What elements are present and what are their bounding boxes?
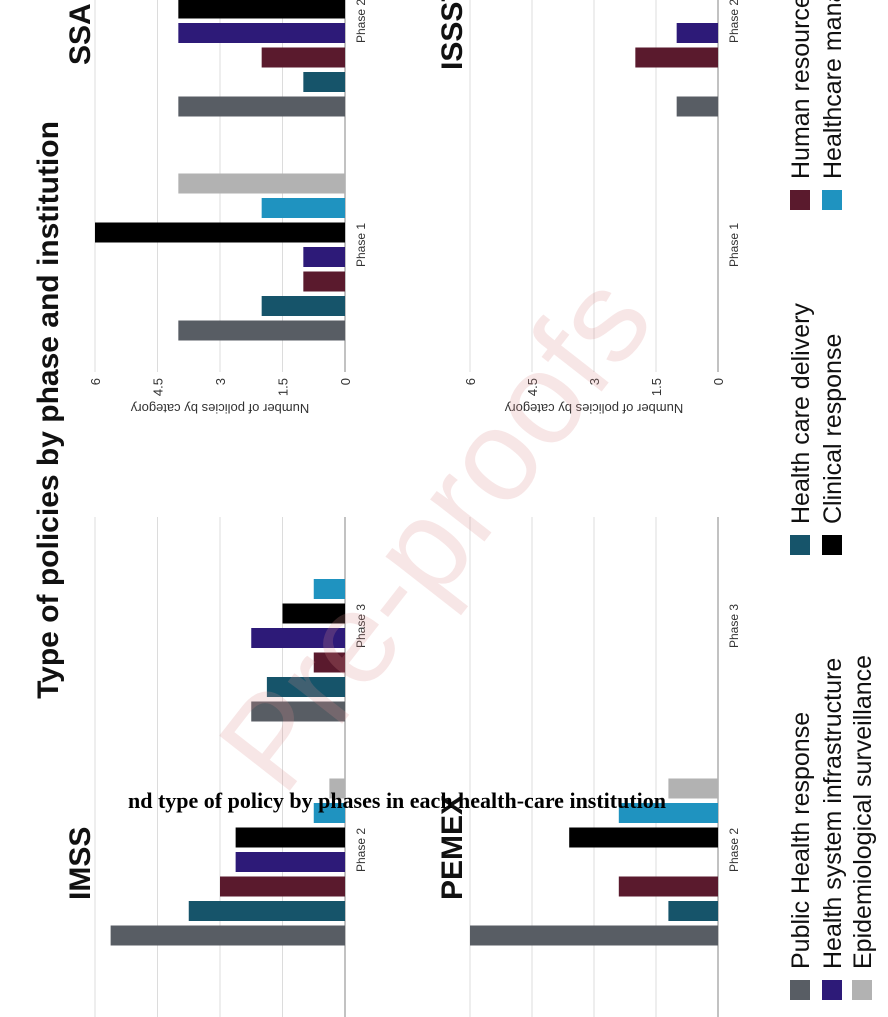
bar: [266, 677, 345, 697]
bar: [313, 652, 345, 673]
bar: [282, 603, 345, 624]
legend-label: Epidemiological surveillance: [849, 655, 877, 969]
legend-label: Health system infrastructure: [819, 658, 847, 969]
y-tick-label: 4.5: [525, 378, 540, 396]
figure-title: Type of policies by phase and institutio…: [32, 121, 65, 699]
bar: [220, 876, 345, 897]
bar: [178, 173, 345, 194]
x-tick-label: Phase 3: [354, 604, 368, 648]
x-tick-label: Phase 1: [354, 223, 368, 267]
bar: [178, 320, 345, 341]
legend-swatch: [790, 535, 810, 555]
bar: [313, 803, 345, 823]
y-tick-label: 3: [587, 378, 602, 385]
y-tick-label: 4.5: [151, 378, 166, 396]
bar: [676, 96, 719, 117]
legend-label: Health care delivery: [787, 303, 815, 524]
y-tick-label: 0: [711, 378, 726, 385]
caption: nd type of policy by phases in each heal…: [128, 788, 666, 813]
panel-title: IMSS: [64, 827, 97, 900]
bar: [668, 778, 719, 799]
legend-swatch: [822, 535, 842, 555]
y-axis-label: Number of policies by category: [504, 401, 683, 416]
legend-label: Clinical response: [819, 334, 847, 524]
bar: [261, 198, 345, 218]
legend-label: Healthcare management: [819, 0, 847, 179]
panel-title: PEMEX: [436, 795, 469, 900]
x-tick-label: Phase 3: [727, 604, 741, 648]
legend-swatch: [822, 980, 842, 1000]
bar: [251, 628, 345, 648]
y-tick-label: 3: [213, 378, 228, 385]
bar: [178, 96, 345, 117]
bar: [178, 23, 345, 43]
y-tick-label: 6: [463, 378, 478, 385]
y-tick-label: 1.5: [649, 378, 664, 396]
legend-swatch: [852, 980, 872, 1000]
bar: [235, 827, 345, 848]
bar: [470, 925, 718, 946]
y-tick-label: 6: [88, 378, 103, 385]
y-tick-label: 0: [338, 378, 353, 385]
legend-swatch: [822, 190, 842, 210]
bar: [668, 901, 719, 921]
bar: [303, 247, 346, 267]
bar: [110, 925, 345, 946]
bar: [618, 803, 718, 823]
y-tick-label: 1.5: [276, 378, 291, 396]
y-axis-label: Number of policies by category: [130, 401, 309, 416]
x-tick-label: Phase 2: [727, 828, 741, 872]
bar: [251, 701, 345, 722]
legend-swatch: [790, 980, 810, 1000]
bar: [635, 47, 718, 68]
x-tick-label: Phase 2: [727, 0, 741, 43]
bar: [303, 271, 346, 292]
bar: [188, 901, 345, 921]
bar: [313, 579, 345, 599]
panel-title: SSA: [64, 3, 97, 65]
x-tick-label: Phase 2: [354, 828, 368, 872]
bar: [676, 23, 719, 43]
bar: [261, 296, 345, 316]
bar: [303, 72, 346, 92]
legend-swatch: [790, 190, 810, 210]
bar: [618, 876, 718, 897]
bar: [178, 0, 345, 19]
bar: [261, 47, 345, 68]
panel-title: ISSSTE: [436, 0, 469, 70]
bar: [95, 222, 345, 243]
legend-label: Human resources: [787, 0, 815, 179]
rotated-figure: Type of policies by phase and institutio…: [32, 0, 877, 1017]
bar: [329, 778, 345, 799]
legend-label: Public Health response: [787, 712, 815, 969]
bar: [235, 852, 345, 872]
bar: [569, 827, 719, 848]
x-tick-label: Phase 2: [354, 0, 368, 43]
x-tick-label: Phase 1: [727, 223, 741, 267]
